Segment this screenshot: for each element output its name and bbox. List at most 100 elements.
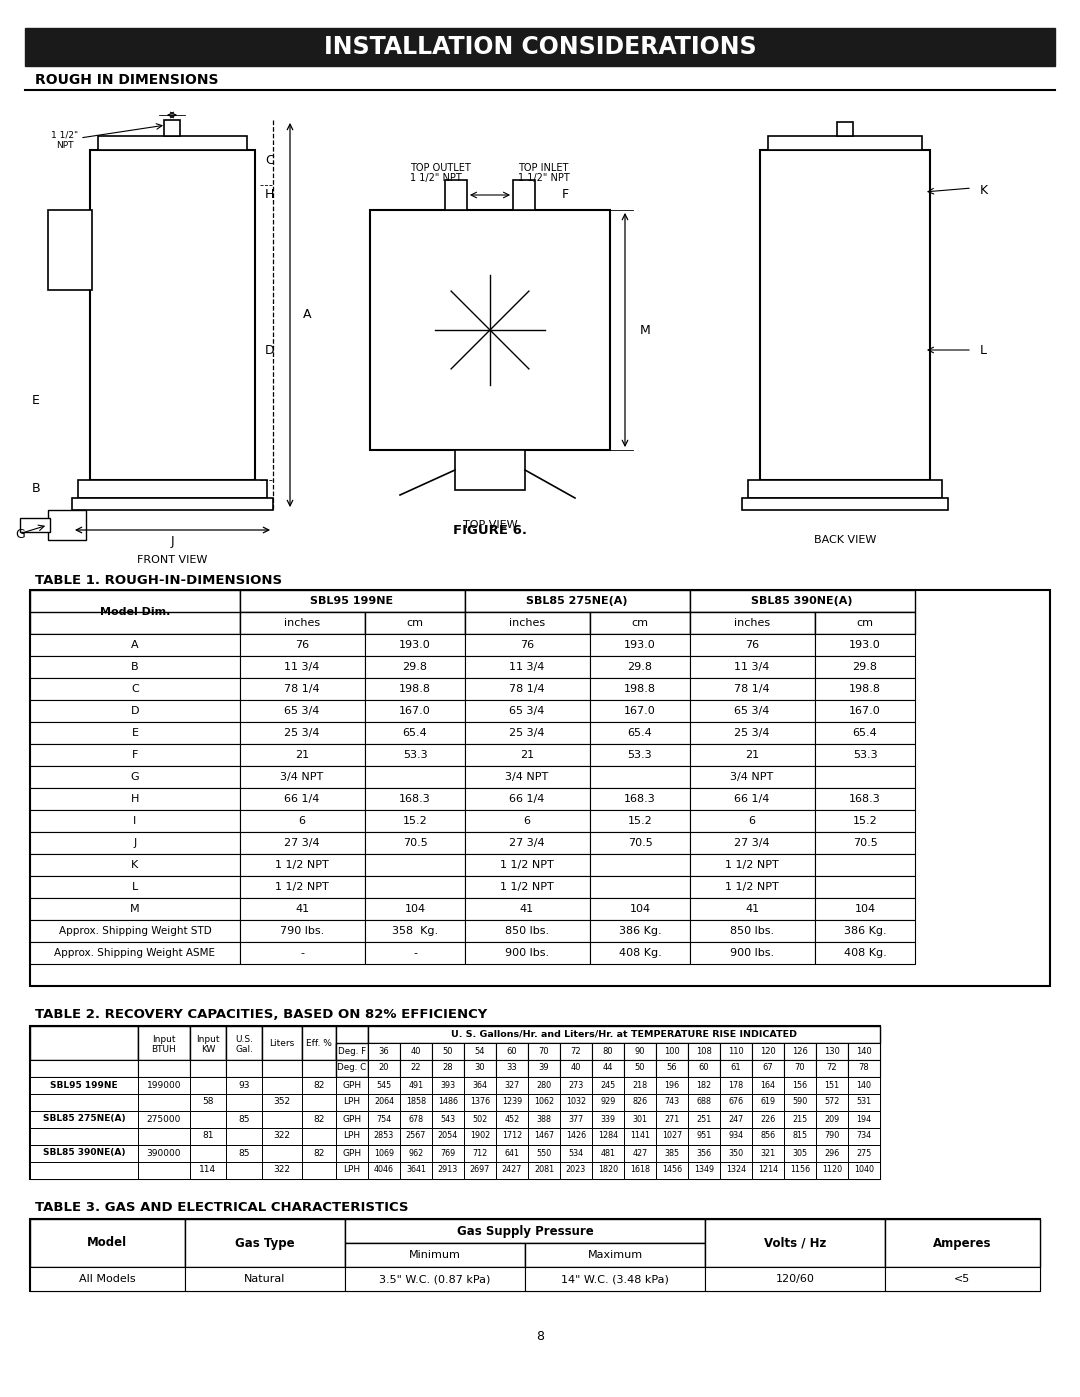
- Bar: [30, 766, 240, 788]
- Bar: [465, 898, 590, 921]
- Text: TABLE 1. ROUGH-IN-DIMENSIONS: TABLE 1. ROUGH-IN-DIMENSIONS: [35, 574, 282, 587]
- Text: 198.8: 198.8: [849, 685, 881, 694]
- Bar: [30, 590, 240, 634]
- Text: Maximum: Maximum: [588, 1250, 643, 1260]
- Text: 108: 108: [697, 1046, 712, 1056]
- Text: 356: 356: [697, 1148, 712, 1158]
- Bar: [365, 700, 465, 722]
- Bar: [592, 1162, 624, 1179]
- Text: 1618: 1618: [630, 1165, 650, 1175]
- Text: -: -: [413, 949, 417, 958]
- Bar: [688, 1077, 720, 1094]
- Bar: [365, 766, 465, 788]
- Bar: [528, 1060, 561, 1077]
- Bar: [720, 1162, 752, 1179]
- Text: U.S.: U.S.: [235, 1035, 253, 1044]
- Text: 58: 58: [202, 1098, 214, 1106]
- Text: 1858: 1858: [406, 1098, 427, 1106]
- Bar: [400, 1162, 432, 1179]
- Bar: [190, 1060, 226, 1077]
- Text: Input: Input: [152, 1035, 176, 1044]
- Text: 1456: 1456: [662, 1165, 683, 1175]
- Bar: [240, 942, 365, 964]
- Bar: [262, 1060, 302, 1077]
- Text: GPH: GPH: [342, 1148, 362, 1158]
- Bar: [30, 678, 240, 700]
- Text: 25 3/4: 25 3/4: [510, 728, 544, 738]
- Text: 377: 377: [568, 1115, 583, 1123]
- Text: INSTALLATION CONSIDERATIONS: INSTALLATION CONSIDERATIONS: [324, 35, 756, 59]
- Bar: [368, 1111, 400, 1127]
- Bar: [848, 1111, 880, 1127]
- Bar: [688, 1127, 720, 1146]
- Text: G: G: [15, 528, 25, 542]
- Text: SBL95 199NE: SBL95 199NE: [310, 597, 393, 606]
- Text: GPH: GPH: [342, 1115, 362, 1123]
- Bar: [690, 590, 915, 612]
- Bar: [302, 1094, 336, 1111]
- Bar: [513, 180, 535, 210]
- Text: C: C: [131, 685, 139, 694]
- Text: 15.2: 15.2: [627, 816, 652, 826]
- Bar: [400, 1044, 432, 1060]
- Bar: [816, 1111, 848, 1127]
- Text: 929: 929: [600, 1098, 616, 1106]
- Bar: [496, 1162, 528, 1179]
- Bar: [336, 1146, 368, 1162]
- Text: 305: 305: [793, 1148, 808, 1158]
- Text: 29.8: 29.8: [403, 662, 428, 672]
- Text: 619: 619: [760, 1098, 775, 1106]
- Text: 78 1/4: 78 1/4: [734, 685, 770, 694]
- Bar: [365, 745, 465, 766]
- Bar: [365, 810, 465, 833]
- Text: 50: 50: [443, 1046, 454, 1056]
- Text: 53.3: 53.3: [627, 750, 652, 760]
- Bar: [690, 921, 815, 942]
- Text: 80: 80: [603, 1046, 613, 1056]
- Text: <5: <5: [954, 1274, 970, 1284]
- Bar: [742, 497, 948, 510]
- Bar: [226, 1094, 262, 1111]
- Bar: [592, 1060, 624, 1077]
- Text: 1062: 1062: [534, 1098, 554, 1106]
- Bar: [432, 1146, 464, 1162]
- Text: 39: 39: [539, 1063, 550, 1073]
- Text: 2697: 2697: [470, 1165, 490, 1175]
- Text: F: F: [562, 189, 568, 201]
- Text: L: L: [980, 344, 987, 356]
- Bar: [496, 1111, 528, 1127]
- Text: 3/4 NPT: 3/4 NPT: [505, 773, 549, 782]
- Text: 54: 54: [475, 1046, 485, 1056]
- Bar: [815, 788, 915, 810]
- Bar: [656, 1146, 688, 1162]
- Text: 4046: 4046: [374, 1165, 394, 1175]
- Bar: [690, 876, 815, 898]
- Bar: [190, 1077, 226, 1094]
- Bar: [464, 1060, 496, 1077]
- Text: 76: 76: [519, 640, 535, 650]
- Bar: [240, 745, 365, 766]
- Bar: [302, 1146, 336, 1162]
- Text: cm: cm: [856, 617, 874, 629]
- Bar: [368, 1044, 400, 1060]
- Text: 100: 100: [664, 1046, 680, 1056]
- Text: Gal.: Gal.: [235, 1045, 253, 1053]
- Bar: [336, 1162, 368, 1179]
- Text: I: I: [133, 816, 137, 826]
- Text: 275000: 275000: [147, 1115, 181, 1123]
- Bar: [752, 1060, 784, 1077]
- Text: LPH: LPH: [343, 1132, 361, 1140]
- Text: 6: 6: [748, 816, 756, 826]
- Text: 388: 388: [537, 1115, 552, 1123]
- Bar: [784, 1162, 816, 1179]
- Bar: [656, 1077, 688, 1094]
- Bar: [561, 1162, 592, 1179]
- Bar: [784, 1044, 816, 1060]
- Bar: [815, 766, 915, 788]
- Text: 1 1/2 NPT: 1 1/2 NPT: [275, 882, 329, 893]
- Text: 1820: 1820: [598, 1165, 618, 1175]
- Text: 120/60: 120/60: [775, 1274, 814, 1284]
- Text: 951: 951: [697, 1132, 712, 1140]
- Bar: [30, 1077, 138, 1094]
- Text: inches: inches: [284, 617, 320, 629]
